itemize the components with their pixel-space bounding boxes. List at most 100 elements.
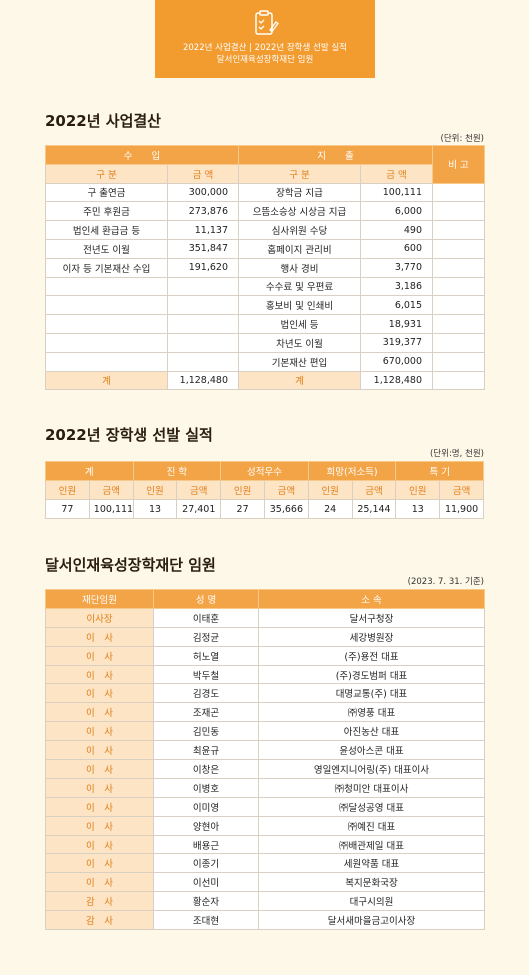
table-cell: 18,931 [360,314,434,334]
table-cell: 13 [132,499,178,519]
table-cell: 홍보비 및 인쇄비 [238,295,362,316]
unit-note: (단위: 천원) [440,134,484,144]
table-row: 기본재산 편입 670,000 [45,351,486,372]
table-cell: 지 출 [238,145,434,165]
table-cell: 수 입 [44,145,240,165]
table-cell: 기본재산 편입 [238,351,362,372]
table-cell [45,314,168,334]
banner-line: 2022년 사업결산 | 2022년 장학생 선발 실적 [182,43,347,53]
table-cell: 인원 [307,480,353,500]
table-cell: 박두철 [153,664,259,685]
table-row: 이 사 허노열 (주)용전 대표 [45,645,485,666]
table-cell: ㈜영풍 대표 [258,702,485,723]
table-row: 이 사 최윤규 윤성아스콘 대표 [45,740,485,761]
table-row: 법인세 등 18,931 [45,314,486,334]
table-cell: 이창은 [153,759,259,779]
table-cell [45,332,168,353]
table-cell: 수수료 및 우편료 [238,276,362,297]
table-cell [432,276,486,297]
banner-line: 달서인재육성장학재단 임원 [216,55,314,65]
table-row: 이 사 이선미 복지문화국장 [45,872,485,893]
table-cell [432,370,486,391]
table-cell: 100,111 [88,499,134,519]
table-cell: 인원 [395,480,441,500]
table-cell: 6,000 [360,201,434,222]
table-cell: 금 액 [360,163,434,184]
table-cell: 양현아 [153,815,259,836]
table-cell: 황순자 [153,891,259,912]
table-row: 법인세 환급금 등 11,137 심사위원 수당 490 [45,220,486,240]
table-cell: 금액 [176,480,222,500]
table-cell: 이 사 [45,626,154,647]
table-cell: 장학금 지급 [238,182,362,203]
table-cell: 이 사 [45,645,154,666]
table-cell: 영일엔지니어링(주) 대표이사 [258,759,485,779]
table-cell: 아진농산 대표 [258,721,485,742]
table-cell: 인원 [45,480,90,500]
table-row: 이 사 양현아 ㈜예진 대표 [45,815,485,836]
table-cell [432,314,486,334]
section-title: 달서인재육성장학재단 임원 [45,556,216,574]
table-cell: 300,000 [166,182,240,203]
table-cell: 최윤규 [153,740,259,761]
table-cell: 인원 [220,480,265,500]
table-row: 이 사 김경도 대명교통(주) 대표 [45,683,485,704]
table-row: 주민 후원금 273,876 으뜸소승상 시상금 지급 6,000 [45,201,486,222]
table-cell: 11,900 [439,499,484,519]
table-cell: 달서새마을금고이사장 [258,910,485,931]
table-cell: 77 [45,499,90,519]
table-cell: 이병호 [153,777,259,798]
table-cell: 3,770 [360,257,434,278]
table-cell: 감 사 [45,891,154,912]
table-cell: 홈페이지 관리비 [238,238,362,259]
table-cell: 계 [238,370,362,391]
table-row: 감 사 조대현 달서새마을금고이사장 [45,910,485,931]
table-row: 차년도 이월 319,377 [45,332,486,353]
table-cell: 이자 등 기본재산 수입 [45,257,168,278]
table-cell: 이 사 [45,796,154,817]
table-cell: 소 속 [258,589,485,609]
table-cell: 이 사 [45,815,154,836]
table-cell: 윤성아스콘 대표 [258,740,485,761]
table-cell: 허노열 [153,645,259,666]
table-cell: 600 [360,238,434,259]
table-cell: 이 사 [45,853,154,874]
section-title: 2022년 사업결산 [45,112,161,130]
table-cell: 구 분 [45,163,168,184]
table-cell: 이미영 [153,796,259,817]
table-cell: 이종기 [153,853,259,874]
table-cell: 이 사 [45,834,154,855]
table-cell: (주)용전 대표 [258,645,485,666]
table-cell: 으뜸소승상 시상금 지급 [238,201,362,222]
table-row: 구 출연금 300,000 장학금 지급 100,111 [45,182,486,203]
table-cell [166,295,240,316]
table-cell: ㈜예진 대표 [258,815,485,836]
banner: 2022년 사업결산 | 2022년 장학생 선발 실적 달서인재육성장학재단 … [155,0,375,78]
table-cell: 27 [220,499,265,519]
table-cell: 대명교통(주) 대표 [258,683,485,704]
table-row: 77 100,111 13 27,401 27 35,666 24 25,144 13 11,90… [45,499,484,519]
table-cell: 금액 [439,480,484,500]
table-cell: 세원약품 대표 [258,853,485,874]
table-cell: 11,137 [166,220,240,240]
table-cell [432,220,486,240]
table-cell [166,314,240,334]
table-cell: ㈜청미안 대표이사 [258,777,485,798]
table-cell [432,332,486,353]
table-cell: 351,847 [166,238,240,259]
table-cell [166,332,240,353]
table-row: 전년도 이월 351,847 홈페이지 관리비 600 [45,238,486,259]
table-cell: 이 사 [45,872,154,893]
table-row: 이 사 이미영 ㈜달성공영 대표 [45,796,485,817]
table-cell: 35,666 [263,499,309,519]
table-cell: 191,620 [166,257,240,278]
table-cell: 희망(저소득) [307,461,397,481]
table-row: 이 사 이종기 세원약품 대표 [45,853,485,874]
table-cell: 이 사 [45,740,154,761]
table-cell [166,276,240,297]
table-row: 이 사 조재곤 ㈜영풍 대표 [45,702,485,723]
